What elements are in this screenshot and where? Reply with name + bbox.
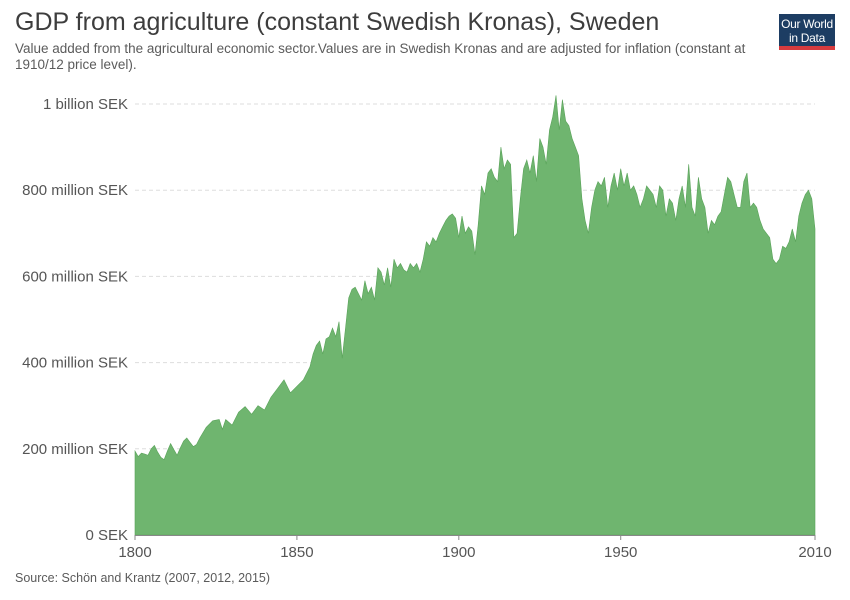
y-tick-label: 800 million SEK	[22, 182, 128, 199]
x-tick-label: 1900	[442, 544, 475, 561]
x-tick-label: 1850	[280, 544, 313, 561]
y-tick-label: 0 SEK	[85, 527, 128, 544]
y-tick-label: 600 million SEK	[22, 268, 128, 285]
y-tick-label: 200 million SEK	[22, 441, 128, 458]
chart-subtitle: Value added from the agricultural econom…	[15, 41, 746, 72]
area-series	[134, 95, 816, 536]
x-tick-label: 1800	[118, 544, 151, 561]
chart-title: GDP from agriculture (constant Swedish K…	[15, 8, 660, 36]
source-note[interactable]: Source: Schön and Krantz (2007, 2012, 20…	[15, 571, 271, 585]
x-tick-label: 2010	[798, 544, 831, 561]
y-tick-label: 400 million SEK	[22, 355, 128, 372]
logo-line-2: in Data	[789, 31, 825, 45]
owid-logo[interactable]: Our World in Data	[779, 14, 835, 50]
x-tick-label: 1950	[604, 544, 637, 561]
y-tick-label: 1 billion SEK	[43, 96, 128, 113]
logo-line-1: Our World	[781, 17, 833, 31]
